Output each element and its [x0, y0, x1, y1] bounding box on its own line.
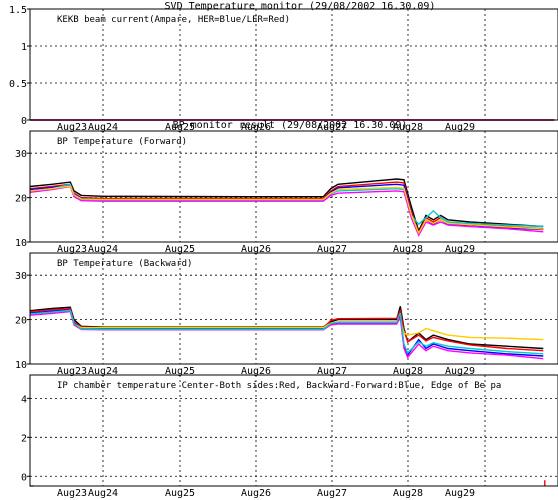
series-line-5 [29, 185, 544, 237]
x-tick-label: Aug27 [317, 366, 347, 377]
x-tick-label: Aug28 [393, 122, 423, 133]
x-tick-label: Aug25 [165, 244, 195, 255]
x-tick-label: Aug29 [445, 488, 475, 499]
y-tick-label: 10 [15, 360, 27, 371]
panel-frame [29, 374, 558, 487]
panel-3: 10 20 30 Aug23 Aug24 Aug25 Aug26 Aug27 Aug28 Aug2… [15, 252, 558, 377]
x-tick-label: Aug27 [317, 122, 347, 133]
series-line-6 [29, 309, 544, 355]
x-tick-label: Aug29 [445, 366, 475, 377]
y-tick-label: 20 [15, 316, 27, 327]
panel-frame [29, 8, 558, 121]
x-tick-label: Aug24 [88, 488, 118, 499]
x-tick-label: Aug25 [165, 366, 195, 377]
x-tick-label: Aug27 [317, 488, 347, 499]
series-line-3 [29, 309, 544, 357]
x-tick-label: Aug29 [445, 122, 475, 133]
series-line-5 [29, 310, 544, 360]
y-tick-label: 0 [21, 116, 27, 127]
y-tick-label: 1 [21, 42, 27, 53]
panel-label: KEKB beam current(Ampare, HER=Blue/LER=R… [57, 15, 290, 25]
series-line-1 [29, 306, 544, 350]
x-tick-label: Aug23 [57, 122, 87, 133]
x-tick-label: Aug24 [88, 122, 118, 133]
series-line-6 [29, 185, 544, 235]
series-line-2 [29, 307, 544, 352]
x-tick-label: Aug26 [241, 366, 271, 377]
panel-1: 0 0.5 1 1.5 Aug23 Aug24 Aug25 Aug26 Aug27 Aug28 Au… [9, 5, 558, 133]
x-tick-label: Aug23 [57, 244, 87, 255]
y-tick-label: 1.5 [9, 5, 27, 16]
y-tick-label: 10 [15, 238, 27, 249]
main-title: SVD Temperature monitor (29/08/2002 16.3… [165, 1, 436, 12]
series-line-4 [29, 309, 544, 341]
y-tick-label: 30 [15, 271, 27, 282]
x-tick-label: Aug26 [241, 244, 271, 255]
panel-4: 0 2 4 Aug23 Aug24 Aug25 Aug26 Aug27 Aug28 Aug29 IP… [21, 374, 558, 499]
y-tick-label: 4 [21, 394, 27, 405]
x-tick-label: Aug23 [57, 488, 87, 499]
x-tick-label: Aug25 [165, 488, 195, 499]
x-tick-label: Aug28 [393, 488, 423, 499]
panel-label: IP chamber temperature Center-Both sides… [57, 381, 501, 391]
panel-frame [29, 130, 558, 243]
x-tick-label: Aug25 [165, 122, 195, 133]
panel-label: BP Temperature (Backward) [57, 259, 192, 269]
x-tick-label: Aug27 [317, 244, 347, 255]
x-tick-label: Aug29 [445, 244, 475, 255]
bp-monitor-title: BP monitor result (29/08/2002 16.30.09) [173, 120, 408, 131]
panel-frame [29, 252, 558, 365]
y-tick-label: 0 [21, 472, 27, 483]
y-tick-label: 2 [21, 433, 27, 444]
panel-label: BP Temperature (Forward) [57, 137, 187, 147]
y-tick-label: 30 [15, 149, 27, 160]
y-tick-label: 20 [15, 194, 27, 205]
panel-2: 10 20 30 Aug23 Aug24 Aug25 Aug26 Aug27 Aug28 Aug2… [15, 130, 558, 255]
x-tick-label: Aug24 [88, 244, 118, 255]
x-tick-label: Aug28 [393, 366, 423, 377]
y-tick-label: 0.5 [9, 79, 27, 90]
x-tick-label: Aug23 [57, 366, 87, 377]
x-tick-label: Aug26 [241, 488, 271, 499]
series-line-4 [29, 183, 544, 228]
x-tick-label: Aug24 [88, 366, 118, 377]
series-line-1 [29, 178, 544, 233]
x-tick-label: Aug26 [241, 122, 271, 133]
x-tick-label: Aug28 [393, 244, 423, 255]
